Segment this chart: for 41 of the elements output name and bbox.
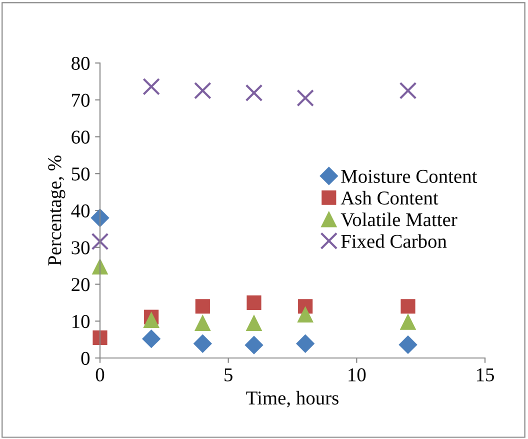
- y-axis-title: Percentage, %: [48, 156, 66, 266]
- point: [92, 330, 108, 346]
- y-tick-label: 40: [71, 204, 90, 218]
- y-tick-label: 30: [72, 241, 90, 254]
- point: [246, 295, 262, 310]
- point: [193, 334, 212, 353]
- legend-label: Volatile Matter: [340, 212, 458, 226]
- x-tick-label: 5: [224, 368, 232, 382]
- point: [92, 258, 108, 275]
- x-axis-title: Time, hours: [246, 390, 338, 408]
- y-tick-label: 20: [72, 278, 90, 292]
- point: [400, 314, 416, 330]
- point: [297, 306, 314, 322]
- x-tick-label: 10: [348, 368, 366, 382]
- point: [398, 336, 418, 354]
- point: [296, 334, 315, 353]
- legend-label: Fixed Carbon: [341, 234, 447, 248]
- y-tick-label: 60: [72, 130, 90, 144]
- point: [143, 312, 160, 328]
- point: [194, 82, 212, 100]
- x-tick-label: 0: [96, 368, 104, 382]
- point: [194, 314, 211, 331]
- point: [399, 82, 417, 100]
- point: [195, 299, 210, 314]
- point: [296, 89, 314, 107]
- x-tick-label: 15: [476, 368, 494, 382]
- y-tick-label: 0: [81, 352, 90, 365]
- point: [142, 330, 161, 348]
- point: [246, 314, 262, 331]
- point: [90, 208, 110, 228]
- point: [245, 84, 263, 102]
- y-tick-label: 50: [72, 167, 90, 181]
- point: [91, 232, 109, 250]
- y-tick-label: 10: [72, 314, 90, 328]
- y-tick-label: 80: [72, 56, 90, 70]
- legend-label: Ash Content: [340, 190, 438, 205]
- point: [142, 78, 160, 96]
- y-tick-label: 70: [72, 94, 90, 107]
- point: [244, 336, 264, 354]
- point: [400, 299, 416, 314]
- legend-label: Moisture Content: [341, 170, 478, 183]
